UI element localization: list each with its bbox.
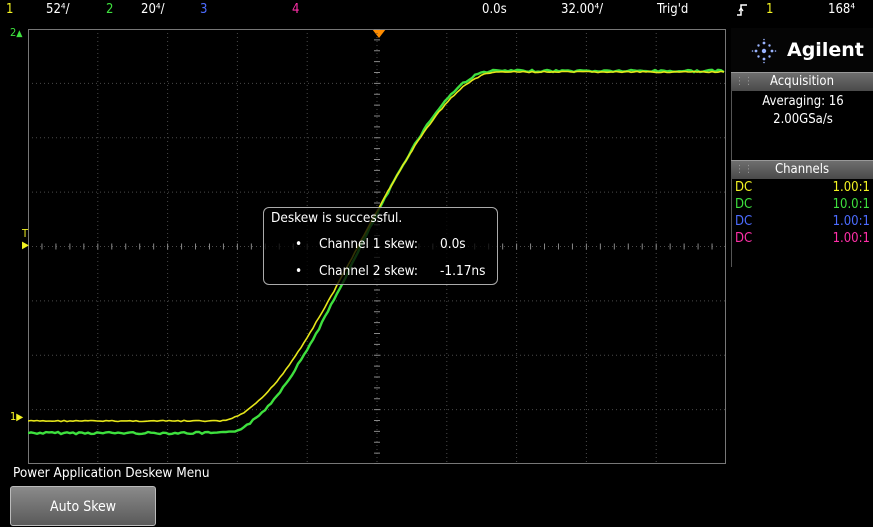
time-delay[interactable]: 0.0s — [482, 2, 507, 17]
channels-body: DC 1.00:1 DC 10.0:1 DC 1.00:1 DC 1.00:1 — [731, 179, 873, 267]
ch4-number[interactable]: 4 — [292, 2, 300, 17]
brand-logo: Agilent — [731, 28, 873, 74]
ch1-skew-value: 0.0s — [440, 236, 466, 252]
ch2-coupling: DC — [735, 197, 753, 212]
ch2-skew-value: -1.17ns — [440, 263, 486, 279]
ch2-ref-label: 2 — [10, 26, 17, 39]
acquisition-header-label: Acquisition — [769, 74, 835, 89]
ch2-scale[interactable]: 20⁴/ — [141, 2, 165, 17]
ch2-skew-label: Channel 2 skew: — [319, 263, 418, 279]
trigger-position-marker[interactable] — [372, 24, 386, 43]
ch1-ground-marker[interactable]: 1▶ — [10, 410, 24, 423]
agilent-spark-icon — [751, 38, 777, 64]
channels-header[interactable]: ⋮⋮ Channels — [731, 160, 873, 179]
bullet-icon: • — [295, 263, 303, 279]
brand-name: Agilent — [787, 39, 864, 61]
trigger-source[interactable]: 1 — [766, 2, 774, 17]
ch2-number[interactable]: 2 — [106, 2, 114, 17]
sample-rate: 2.00GSa/s — [773, 112, 833, 127]
acquisition-body: Averaging: 16 2.00GSa/s — [731, 91, 873, 161]
ch1-probe: 1.00:1 — [832, 180, 870, 195]
channel-row-1[interactable]: DC 1.00:1 — [735, 179, 870, 196]
status-bar: 1 52⁴/ 2 20⁴/ 3 4 0.0s 32.00⁴/ Trig'd 1 … — [0, 0, 873, 20]
ch3-probe: 1.00:1 — [832, 214, 870, 229]
ch1-number[interactable]: 1 — [6, 2, 14, 17]
deskew-result-dialog: Deskew is successful. • Channel 1 skew: … — [263, 207, 498, 285]
rising-edge-icon[interactable] — [736, 0, 748, 27]
ch1-coupling: DC — [735, 180, 753, 195]
ch2-probe: 10.0:1 — [832, 197, 870, 212]
channel-row-4[interactable]: DC 1.00:1 — [735, 230, 870, 247]
trigger-status: Trig'd — [657, 2, 689, 17]
channel-row-2[interactable]: DC 10.0:1 — [735, 196, 870, 213]
dialog-title: Deskew is successful. — [271, 210, 403, 226]
time-scale[interactable]: 32.00⁴/ — [561, 2, 604, 17]
channels-header-label: Channels — [774, 162, 830, 177]
menu-title: Power Application Deskew Menu — [13, 465, 210, 481]
acquisition-mode: Averaging: 16 — [762, 94, 844, 109]
info-side-panel: Agilent ⋮⋮ Acquisition Averaging: 16 2.0… — [731, 24, 873, 464]
ch1-skew-label: Channel 1 skew: — [319, 236, 418, 252]
trigger-level-marker[interactable]: T ▶ — [22, 227, 29, 251]
ch3-number[interactable]: 3 — [200, 2, 208, 17]
acquisition-header[interactable]: ⋮⋮ Acquisition — [731, 72, 873, 91]
channel-row-3[interactable]: DC 1.00:1 — [735, 213, 870, 230]
ch4-probe: 1.00:1 — [832, 231, 870, 246]
trigger-level[interactable]: 168⁴ — [828, 2, 856, 17]
ch1-ref-label: 1 — [10, 410, 17, 423]
ch1-scale[interactable]: 52⁴/ — [46, 2, 70, 17]
auto-skew-button[interactable]: Auto Skew — [10, 486, 156, 526]
trigger-level-label: T — [22, 227, 29, 240]
bullet-icon: • — [295, 236, 303, 252]
ch3-coupling: DC — [735, 214, 753, 229]
ch2-ground-marker[interactable]: 2▲ — [10, 26, 23, 39]
ch4-coupling: DC — [735, 231, 753, 246]
